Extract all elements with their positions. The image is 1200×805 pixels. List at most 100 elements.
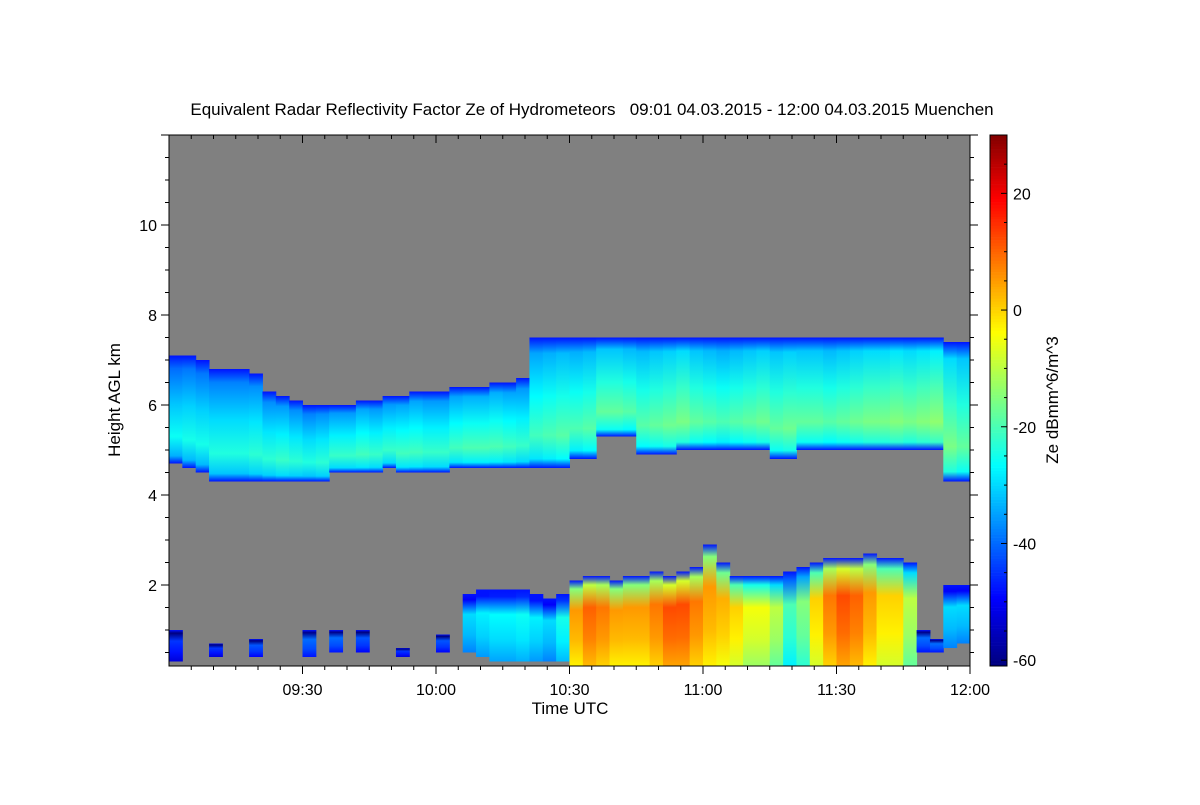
upper-cloud-cell [756, 337, 771, 450]
colorbar-segment [990, 242, 1007, 247]
upper-cloud-cell [182, 355, 197, 468]
upper-cloud-cell [876, 337, 891, 450]
colorbar-segment [990, 415, 1007, 419]
x-tick-label: 11:00 [684, 682, 723, 699]
upper-cloud-cell [436, 391, 450, 473]
colorbar-tick-label: 20 [1013, 186, 1031, 203]
colorbar-segment [990, 604, 1007, 608]
colorbar-segment [990, 552, 1007, 556]
upper-cloud-cell [849, 337, 864, 450]
precipitation-cell [596, 576, 611, 666]
precipitation-cell [209, 643, 223, 657]
precipitation-cell [836, 558, 851, 666]
precipitation-cell [689, 567, 704, 666]
upper-cloud-cell [609, 337, 624, 437]
colorbar-segment [990, 418, 1007, 422]
x-tick-label: 10:00 [416, 682, 456, 699]
colorbar-segment [990, 447, 1007, 451]
colorbar-segment [990, 406, 1007, 410]
colorbar-segment [990, 263, 1007, 267]
precipitation-cell [809, 562, 824, 666]
precipitation-cell [769, 576, 784, 666]
upper-cloud-cell [289, 400, 303, 482]
precipitation-cell [622, 576, 637, 666]
colorbar-segment [990, 143, 1007, 147]
colorbar-segment [990, 473, 1007, 477]
colorbar-segment [990, 622, 1007, 626]
upper-cloud-cell [275, 396, 290, 482]
upper-cloud-cell [476, 387, 490, 468]
colorbar-segment [990, 193, 1007, 197]
colorbar-segment [990, 178, 1007, 182]
upper-cloud-cell [195, 360, 210, 473]
upper-cloud-cell [489, 382, 504, 468]
colorbar-segment [990, 470, 1007, 474]
colorbar-segment [990, 245, 1007, 250]
colorbar-segment [990, 645, 1007, 649]
colorbar-segment [990, 365, 1007, 369]
colorbar-segment [990, 377, 1007, 381]
upper-cloud-cell [409, 391, 424, 473]
colorbar-segment [990, 420, 1007, 425]
colorbar-segment [990, 234, 1007, 238]
colorbar-segment [990, 202, 1007, 206]
colorbar-segment [990, 257, 1007, 261]
colorbar-segment [990, 391, 1007, 395]
upper-cloud-cell [662, 337, 677, 455]
colorbar-segment [990, 196, 1007, 200]
colorbar-segment [990, 610, 1007, 614]
upper-cloud-cell [302, 405, 317, 482]
precipitation-cell [756, 576, 771, 666]
colorbar-segment [990, 266, 1007, 270]
colorbar-segment [990, 505, 1007, 509]
precipitation-cell [703, 544, 717, 666]
colorbar-segment [990, 140, 1007, 145]
precipitation-cell [876, 558, 891, 666]
upper-cloud-cell [222, 369, 237, 482]
colorbar-segment [990, 467, 1007, 471]
colorbar-segment [990, 187, 1007, 191]
upper-cloud-cell [382, 396, 397, 468]
upper-cloud-cell [823, 337, 837, 450]
colorbar-segment [990, 657, 1007, 661]
colorbar-segment [990, 555, 1007, 559]
colorbar-segment [990, 409, 1007, 413]
colorbar-segment [990, 523, 1007, 527]
colorbar-segment [990, 651, 1007, 655]
precipitation-cell [302, 630, 317, 657]
colorbar-segment [990, 450, 1007, 454]
precipitation-cell [355, 630, 370, 653]
upper-cloud-cell [329, 405, 344, 473]
upper-cloud-cell [315, 405, 330, 482]
colorbar-segment [990, 342, 1007, 346]
colorbar-segment [990, 438, 1007, 442]
colorbar-label: Ze dBmm^6/m^3 [1043, 336, 1062, 463]
colorbar-segment [990, 301, 1007, 305]
colorbar-segment [990, 455, 1007, 460]
colorbar-segment [990, 347, 1007, 352]
precipitation-cell [823, 558, 837, 666]
colorbar-segment [990, 149, 1007, 153]
upper-cloud-cell [649, 337, 664, 455]
upper-cloud-cell [956, 342, 971, 482]
colorbar-segment [990, 616, 1007, 620]
colorbar-segment [990, 636, 1007, 641]
colorbar-segment [990, 280, 1007, 285]
colorbar-segment [990, 374, 1007, 378]
colorbar-segment [990, 207, 1007, 212]
colorbar-segment [990, 388, 1007, 393]
colorbar-segment [990, 511, 1007, 515]
upper-cloud-cell [689, 337, 704, 450]
precipitation-cell [662, 576, 677, 666]
colorbar-segment [990, 534, 1007, 538]
colorbar-segment [990, 330, 1007, 334]
colorbar-segment [990, 587, 1007, 591]
colorbar-segment [990, 598, 1007, 603]
colorbar-segment [990, 520, 1007, 524]
upper-cloud-cell [676, 337, 691, 450]
colorbar-segment [990, 359, 1007, 363]
colorbar-segment [990, 385, 1007, 390]
colorbar-segment [990, 339, 1007, 343]
colorbar-segment [990, 216, 1007, 220]
colorbar-segment [990, 289, 1007, 293]
